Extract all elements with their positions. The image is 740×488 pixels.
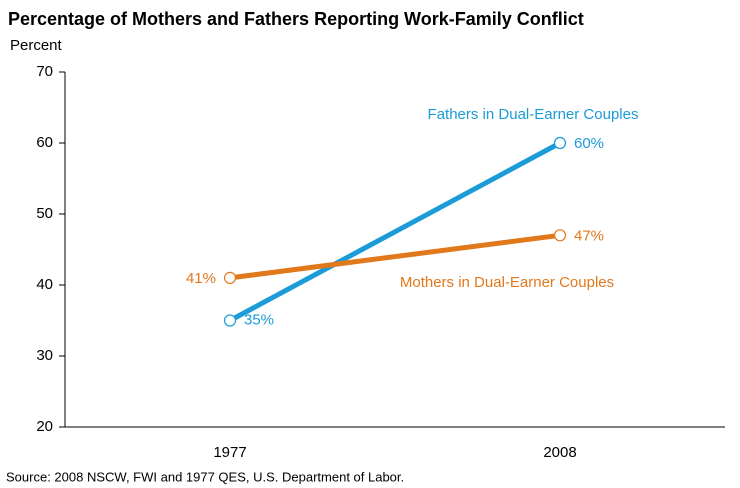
series-line: [229, 232, 561, 281]
series-label: Fathers in Dual-Earner Couples: [428, 106, 639, 123]
x-tick-label: 2008: [543, 444, 576, 461]
y-tick-label: 30: [36, 347, 53, 364]
data-point: [223, 314, 237, 327]
y-tick-label: 50: [36, 205, 53, 222]
data-label: 60%: [574, 135, 604, 152]
y-axis-label: Percent: [10, 37, 63, 54]
data-label: 41%: [186, 270, 216, 287]
series-label: Mothers in Dual-Earner Couples: [400, 274, 614, 291]
y-tick-label: 40: [36, 276, 53, 293]
data-label: 35%: [244, 311, 274, 328]
source-note: Source: 2008 NSCW, FWI and 1977 QES, U.S…: [6, 469, 404, 484]
y-tick-label: 70: [36, 63, 53, 80]
data-label: 47%: [574, 227, 604, 244]
data-point: [223, 271, 237, 284]
series-line: [228, 140, 562, 323]
y-tick-label: 20: [36, 418, 53, 435]
x-tick-label: 1977: [213, 444, 246, 461]
chart-title: Percentage of Mothers and Fathers Report…: [8, 9, 584, 29]
data-point: [553, 136, 567, 150]
y-tick-label: 60: [36, 134, 53, 151]
data-point: [553, 229, 567, 242]
